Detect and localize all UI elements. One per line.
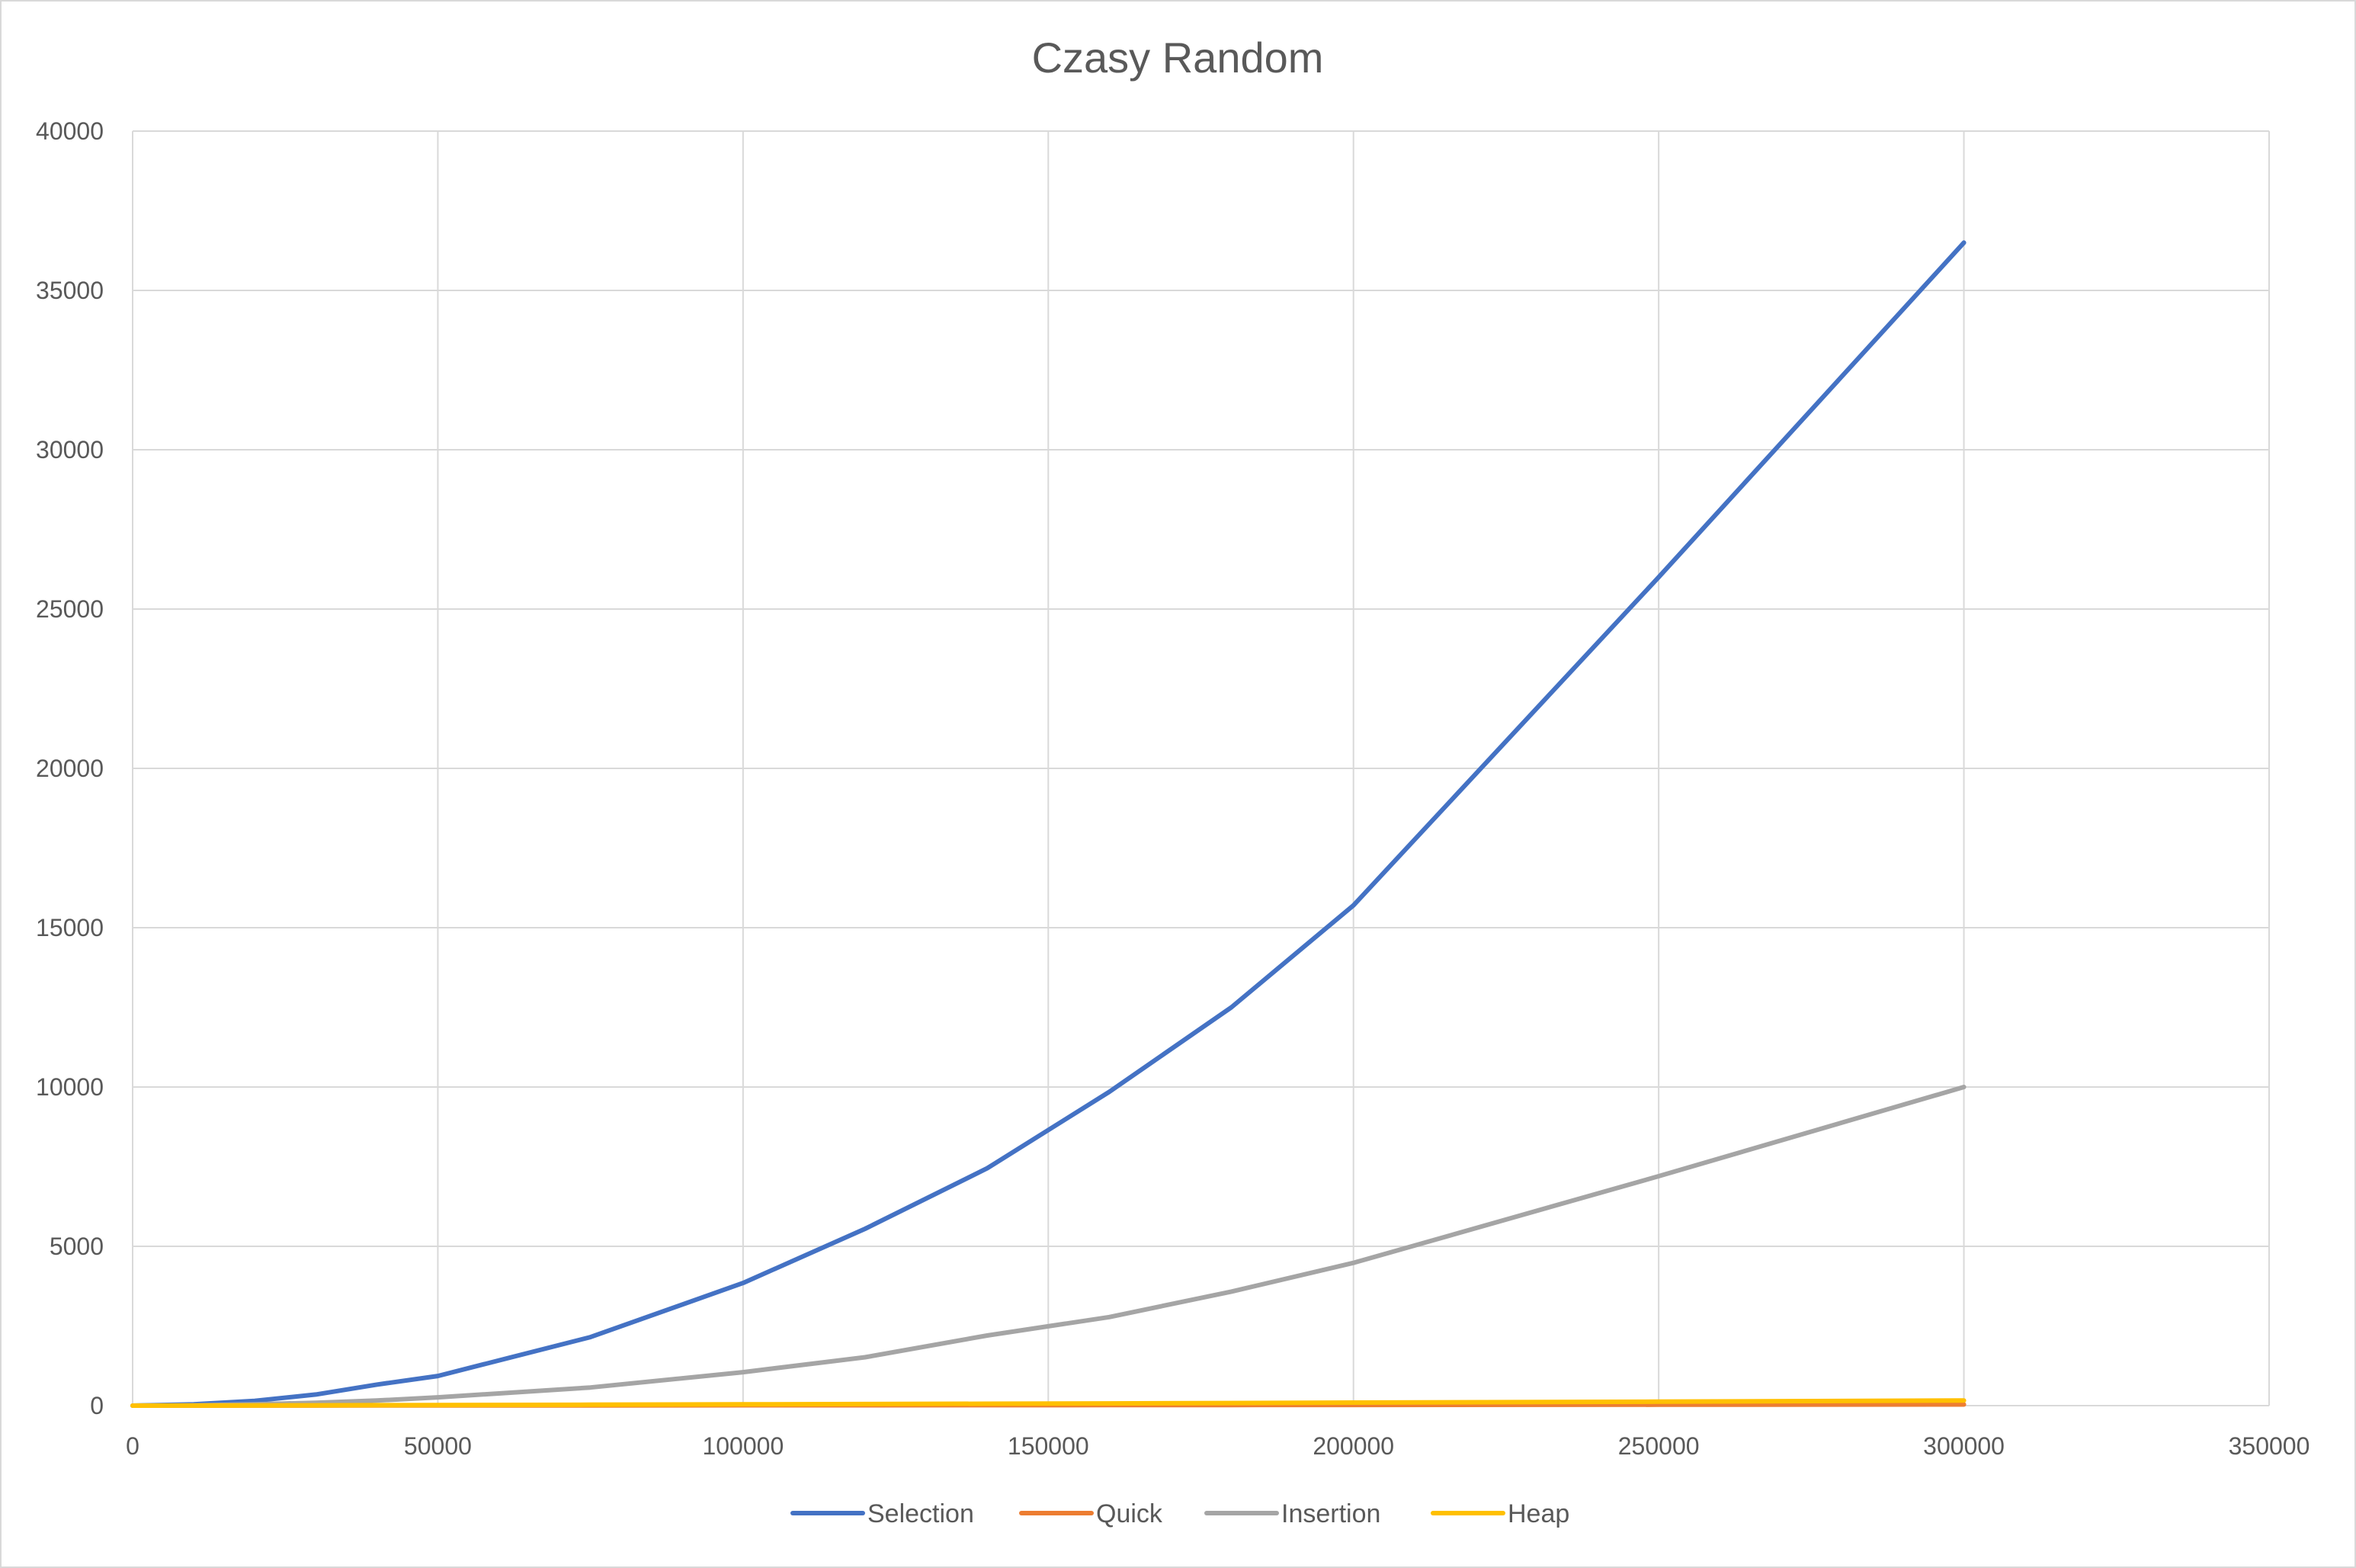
y-tick-label: 15000 bbox=[36, 914, 104, 941]
x-tick-label: 250000 bbox=[1618, 1432, 1700, 1460]
x-tick-label: 200000 bbox=[1313, 1432, 1394, 1460]
y-tick-label: 30000 bbox=[36, 436, 104, 463]
x-tick-label: 300000 bbox=[1923, 1432, 2005, 1460]
y-tick-label: 10000 bbox=[36, 1073, 104, 1101]
x-tick-label: 350000 bbox=[2229, 1432, 2310, 1460]
y-tick-label: 5000 bbox=[50, 1233, 104, 1260]
axes: 0 50000 100000 150000 200000 250000 300000 3500… bbox=[36, 117, 2310, 1460]
legend-label-selection: Selection bbox=[867, 1499, 974, 1528]
plot-series bbox=[130, 240, 1967, 1408]
y-tick-label: 25000 bbox=[36, 595, 104, 623]
y-tick-label: 35000 bbox=[36, 277, 104, 304]
chart-title: Czasy Random bbox=[1032, 34, 1324, 82]
y-tick-label: 0 bbox=[90, 1392, 104, 1419]
x-tick-label: 50000 bbox=[404, 1432, 472, 1460]
x-tick-label: 150000 bbox=[1008, 1432, 1089, 1460]
legend: Selection Quick Insertion Heap bbox=[790, 1499, 1569, 1528]
series-line-heap bbox=[130, 1398, 1967, 1408]
legend-label-heap: Heap bbox=[1508, 1499, 1569, 1528]
x-tick-label: 0 bbox=[126, 1432, 139, 1460]
y-tick-label: 20000 bbox=[36, 755, 104, 782]
gridlines bbox=[132, 130, 2270, 1406]
x-tick-label: 100000 bbox=[702, 1432, 784, 1460]
legend-label-quick: Quick bbox=[1096, 1499, 1163, 1528]
series-line-selection bbox=[130, 240, 1967, 1408]
y-tick-label: 40000 bbox=[36, 117, 104, 145]
legend-label-insertion: Insertion bbox=[1281, 1499, 1380, 1528]
